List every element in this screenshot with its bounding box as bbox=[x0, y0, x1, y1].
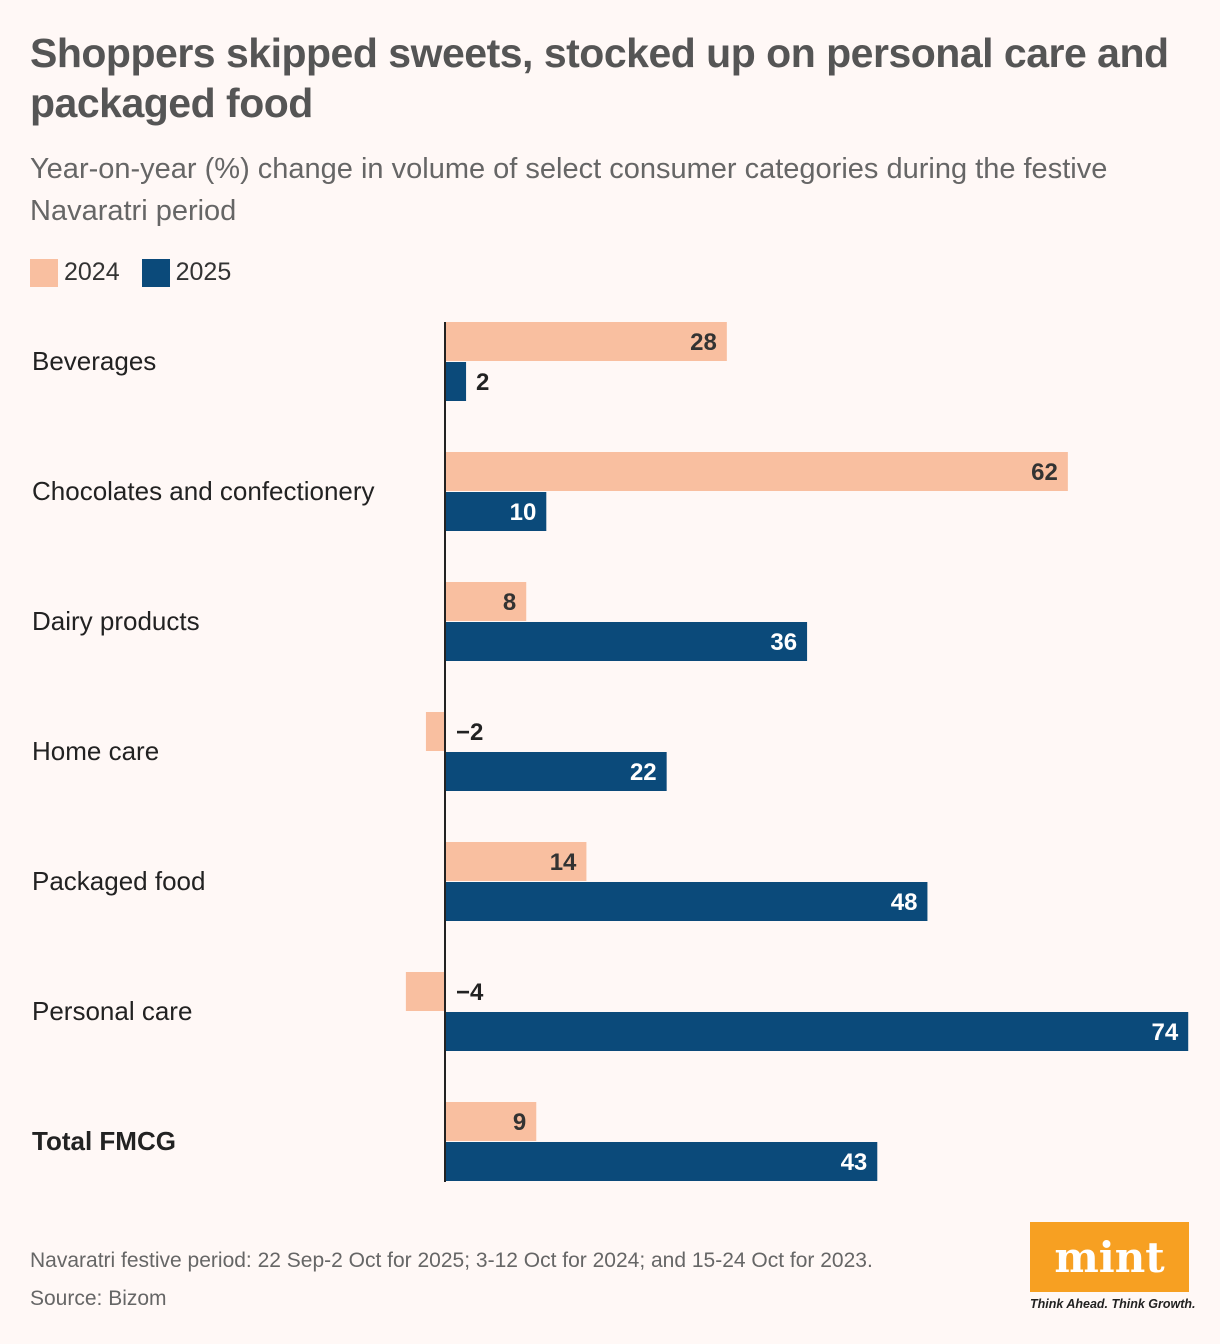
data-label-2024: 28 bbox=[690, 329, 717, 356]
chart-subtitle: Year-on-year (%) change in volume of sel… bbox=[30, 153, 1108, 227]
bar-2024 bbox=[405, 972, 446, 1011]
bar-2025 bbox=[446, 362, 467, 401]
data-label-2025: 10 bbox=[510, 499, 537, 526]
bar-2025 bbox=[446, 752, 667, 791]
bar-2024 bbox=[446, 452, 1068, 491]
legend-swatch-2025 bbox=[141, 258, 170, 287]
data-label-2024: 14 bbox=[550, 849, 577, 876]
data-label-2025: 48 bbox=[891, 889, 918, 916]
bar-2025 bbox=[446, 622, 808, 661]
data-label-2024: −2 bbox=[456, 719, 483, 746]
category-label: Beverages bbox=[32, 346, 156, 376]
data-label-2025: 2 bbox=[476, 369, 489, 396]
logo-box: mint bbox=[1030, 1222, 1189, 1292]
bar-2025 bbox=[446, 492, 547, 531]
data-label-2025: 22 bbox=[630, 759, 657, 786]
legend: 2024 2025 bbox=[30, 258, 253, 287]
data-label-2024: 9 bbox=[513, 1109, 526, 1136]
data-label-2025: 43 bbox=[841, 1149, 868, 1176]
logo-tagline: Think Ahead. Think Growth. bbox=[1030, 1297, 1196, 1311]
bar-2024 bbox=[425, 712, 446, 751]
data-label-2024: 62 bbox=[1031, 459, 1058, 486]
legend-swatch-2024 bbox=[30, 258, 58, 287]
category-label: Chocolates and confectionery bbox=[32, 476, 375, 506]
legend-label-2024: 2024 bbox=[64, 258, 120, 286]
bar-2025 bbox=[446, 882, 928, 921]
data-label-2024: −4 bbox=[456, 979, 484, 1006]
bar-2025 bbox=[446, 1142, 878, 1181]
period-note: Navaratri festive period: 22 Sep-2 Oct f… bbox=[30, 1249, 873, 1272]
footnotes: Navaratri festive period: 22 Sep-2 Oct f… bbox=[30, 1242, 873, 1318]
bar-2024 bbox=[446, 322, 727, 361]
bar-2024 bbox=[446, 1102, 537, 1141]
data-label-2025: 36 bbox=[770, 629, 797, 656]
mint-logo: mint Think Ahead. Think Growth. bbox=[1030, 1222, 1196, 1311]
legend-item-2024: 2024 bbox=[30, 258, 120, 287]
bar-2024 bbox=[446, 842, 587, 881]
source-note: Source: Bizom bbox=[30, 1287, 167, 1310]
category-label: Home care bbox=[32, 736, 159, 766]
legend-label-2025: 2025 bbox=[175, 258, 232, 286]
category-label: Total FMCG bbox=[32, 1126, 176, 1156]
chart-title: Shoppers skipped sweets, stocked up on p… bbox=[30, 30, 1169, 126]
category-label: Packaged food bbox=[32, 866, 205, 896]
category-label: Personal care bbox=[32, 996, 192, 1026]
data-label-2025: 74 bbox=[1152, 1019, 1179, 1046]
legend-item-2025: 2025 bbox=[141, 258, 232, 287]
data-label-2024: 8 bbox=[503, 589, 516, 616]
bar-2024 bbox=[446, 582, 527, 621]
category-label: Dairy products bbox=[32, 606, 200, 636]
bar-2025 bbox=[446, 1012, 1189, 1051]
